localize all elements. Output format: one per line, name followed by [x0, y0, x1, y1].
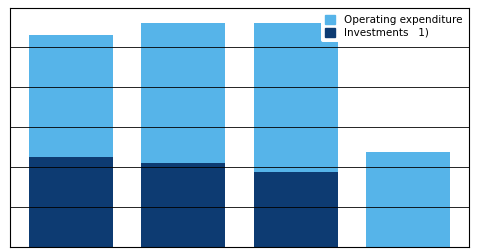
Bar: [253, 172, 338, 247]
Legend: Operating expenditure, Investments   1): Operating expenditure, Investments 1): [321, 11, 466, 42]
Bar: [253, 23, 338, 172]
Bar: [365, 152, 450, 247]
Bar: [29, 35, 114, 157]
Bar: [141, 163, 226, 247]
Bar: [29, 157, 114, 247]
Bar: [141, 23, 226, 163]
